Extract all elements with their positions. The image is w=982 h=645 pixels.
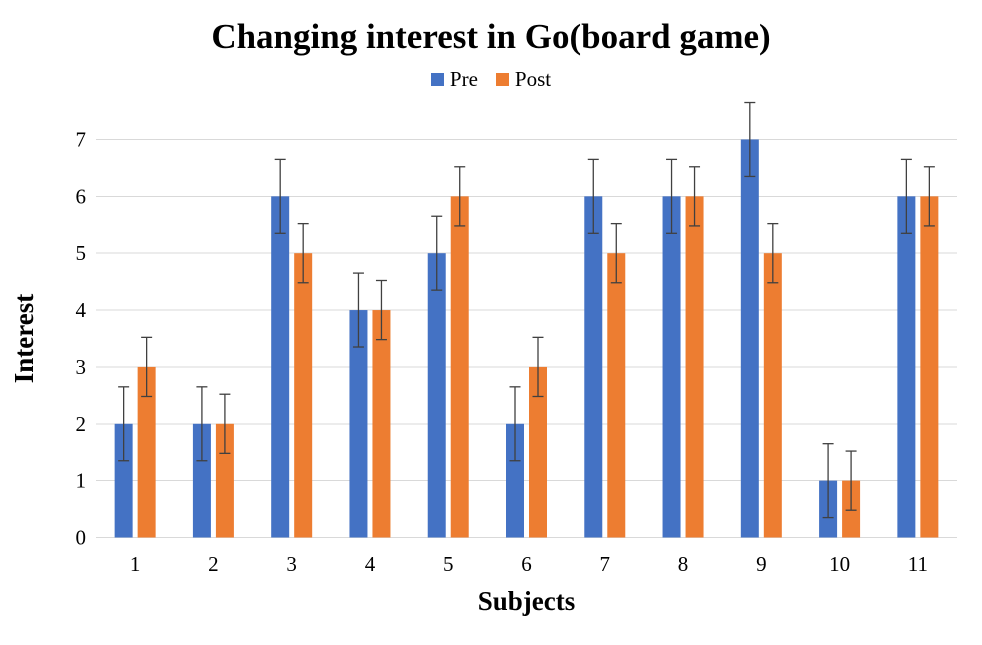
- y-axis-title: Interest: [9, 294, 39, 383]
- bar-post-subject-2: [215, 423, 234, 538]
- x-tick-label-6: 6: [521, 552, 532, 576]
- x-tick-label-9: 9: [756, 552, 767, 576]
- post-series-label: Post: [514, 67, 552, 91]
- bar-post-subject-1: [137, 366, 156, 538]
- bar-post-subject-3: [294, 253, 313, 538]
- x-tick-label-4: 4: [365, 552, 376, 576]
- x-tick-label-5: 5: [443, 552, 454, 576]
- bar-pre-subject-8: [662, 196, 681, 538]
- pre-series-swatch-icon: [430, 73, 444, 86]
- pre-series-label: Pre: [449, 67, 478, 91]
- post-series-swatch-icon: [495, 73, 509, 86]
- bar-post-subject-11: [920, 196, 939, 538]
- legend: Pre Post: [0, 67, 982, 92]
- bar-post-subject-4: [372, 310, 391, 538]
- x-tick-label-3: 3: [286, 552, 297, 576]
- y-tick-label-5: 5: [76, 241, 87, 265]
- bar-pre-subject-1: [114, 423, 133, 538]
- bar-post-subject-6: [529, 366, 547, 538]
- x-tick-label-10: 10: [829, 552, 850, 576]
- y-tick-label-7: 7: [76, 127, 87, 151]
- bar-pre-subject-2: [192, 423, 211, 538]
- bar-post-subject-9: [763, 253, 782, 538]
- x-tick-label-8: 8: [678, 552, 689, 576]
- x-axis-title: Subjects: [478, 586, 576, 616]
- y-tick-label-3: 3: [76, 355, 87, 379]
- bar-pre-subject-4: [349, 310, 368, 538]
- y-tick-label-0: 0: [76, 526, 87, 550]
- bar-pre-subject-11: [897, 196, 916, 538]
- bar-pre-subject-3: [271, 196, 290, 538]
- bar-pre-subject-6: [506, 423, 524, 538]
- y-tick-label-6: 6: [76, 184, 87, 208]
- x-tick-label-11: 11: [908, 552, 928, 576]
- legend-item-pre: Pre: [430, 67, 478, 92]
- chart-title: Changing interest in Go(board game): [211, 17, 771, 56]
- x-tick-label-2: 2: [208, 552, 219, 576]
- y-tick-label-4: 4: [76, 298, 87, 322]
- x-tick-label-7: 7: [600, 552, 611, 576]
- bar-post-subject-5: [450, 196, 469, 538]
- bar-post-subject-7: [607, 253, 626, 538]
- y-tick-label-1: 1: [76, 469, 87, 493]
- bar-pre-subject-9: [740, 139, 759, 538]
- legend-item-post: Post: [495, 67, 552, 92]
- bar-pre-subject-7: [584, 196, 603, 538]
- x-tick-label-1: 1: [130, 552, 141, 576]
- bar-post-subject-8: [685, 196, 704, 538]
- y-tick-label-2: 2: [76, 412, 87, 436]
- bar-pre-subject-5: [427, 253, 446, 538]
